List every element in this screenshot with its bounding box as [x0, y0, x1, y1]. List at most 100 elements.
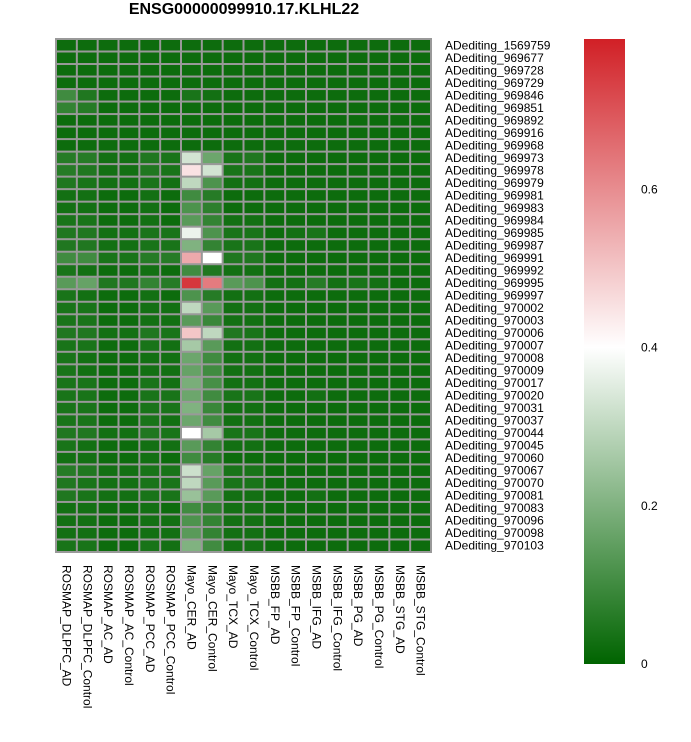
heatmap-cell — [119, 240, 139, 251]
heatmap-cell — [286, 502, 305, 514]
heatmap-cell — [182, 390, 201, 401]
heatmap-cell — [119, 452, 139, 464]
heatmap-cell — [202, 140, 222, 151]
heatmap-cell — [286, 290, 305, 301]
heatmap-cell — [140, 377, 160, 389]
heatmap-cell — [161, 115, 180, 126]
heatmap-cell — [307, 427, 326, 439]
heatmap-cell — [390, 165, 410, 176]
heatmap-cell — [223, 177, 243, 189]
heatmap-cell — [244, 427, 264, 439]
row-label: ADediting_969846 — [445, 88, 544, 102]
heatmap-cell — [390, 390, 410, 401]
heatmap-cell — [327, 465, 347, 476]
heatmap-cell — [223, 427, 243, 439]
heatmap-cell — [348, 415, 368, 426]
heatmap-cell — [265, 152, 285, 164]
heatmap-cell — [182, 540, 201, 551]
heatmap-cell — [265, 77, 285, 89]
heatmap-cell — [202, 265, 222, 276]
heatmap-cell — [161, 302, 180, 314]
heatmap-cell — [119, 377, 139, 389]
heatmap-cell — [327, 302, 347, 314]
heatmap-cell — [411, 90, 430, 101]
heatmap-cell — [307, 40, 326, 51]
heatmap-cell — [223, 90, 243, 101]
heatmap-cell — [286, 252, 305, 264]
heatmap-cell — [411, 490, 430, 501]
heatmap-cell — [140, 490, 160, 501]
row-label: ADediting_970070 — [445, 476, 544, 490]
row-label: ADediting_969995 — [445, 276, 544, 290]
row-label: ADediting_970037 — [445, 414, 544, 428]
heatmap-cell — [223, 240, 243, 251]
heatmap-cell — [244, 527, 264, 539]
heatmap-cell — [348, 540, 368, 551]
heatmap-cell — [77, 415, 97, 426]
heatmap-cell — [390, 152, 410, 164]
heatmap-cell — [77, 65, 97, 76]
heatmap-cell — [411, 327, 430, 339]
heatmap-cell — [327, 102, 347, 114]
heatmap-cell — [411, 165, 430, 176]
heatmap-cell — [202, 477, 222, 489]
heatmap-cell — [286, 365, 305, 376]
heatmap-cell — [265, 265, 285, 276]
heatmap-cell — [98, 290, 118, 301]
heatmap-cell — [119, 402, 139, 414]
heatmap-cell — [265, 190, 285, 201]
heatmap-cell — [182, 215, 201, 226]
heatmap-cell — [98, 465, 118, 476]
heatmap-cell — [390, 527, 410, 539]
row-label: ADediting_970031 — [445, 401, 544, 415]
heatmap-cell — [265, 290, 285, 301]
column-label: MSBB_PG_AD — [351, 565, 365, 647]
heatmap-cell — [369, 140, 389, 151]
heatmap-cell — [161, 227, 180, 239]
heatmap-cell — [244, 102, 264, 114]
heatmap-cell — [57, 340, 76, 351]
heatmap-cell — [202, 527, 222, 539]
heatmap-cell — [202, 302, 222, 314]
column-label: ROSMAP_AC_AD — [101, 565, 115, 664]
heatmap-cell — [348, 465, 368, 476]
heatmap-cell — [286, 265, 305, 276]
heatmap-cell — [411, 465, 430, 476]
heatmap-cell — [77, 452, 97, 464]
legend-tick-label: 0.6 — [641, 182, 658, 196]
row-label: ADediting_969892 — [445, 113, 544, 127]
heatmap-cell — [223, 327, 243, 339]
row-label: ADediting_970098 — [445, 526, 544, 540]
heatmap-cell — [411, 290, 430, 301]
heatmap-cell — [307, 315, 326, 326]
heatmap-cell — [327, 477, 347, 489]
heatmap-cell — [57, 252, 76, 264]
heatmap-cell — [98, 165, 118, 176]
heatmap-cell — [202, 77, 222, 89]
heatmap-cell — [411, 365, 430, 376]
heatmap-cell — [390, 515, 410, 526]
heatmap-cell — [327, 440, 347, 451]
heatmap-cell — [348, 502, 368, 514]
heatmap-cell — [98, 352, 118, 364]
heatmap-cell — [77, 40, 97, 51]
heatmap-cell — [57, 377, 76, 389]
heatmap-cell — [327, 540, 347, 551]
heatmap-cell — [77, 440, 97, 451]
heatmap-cell — [369, 127, 389, 139]
heatmap-cell — [265, 402, 285, 414]
heatmap-cell — [119, 202, 139, 214]
heatmap-cell — [119, 540, 139, 551]
heatmap-cell — [223, 302, 243, 314]
heatmap-cell — [77, 215, 97, 226]
heatmap-cell — [140, 277, 160, 289]
heatmap-cell — [202, 515, 222, 526]
heatmap-cell — [77, 515, 97, 526]
heatmap-cell — [161, 40, 180, 51]
heatmap-cell — [307, 440, 326, 451]
heatmap-cell — [286, 52, 305, 64]
heatmap-cell — [369, 390, 389, 401]
heatmap-cell — [140, 65, 160, 76]
heatmap-cell — [265, 115, 285, 126]
